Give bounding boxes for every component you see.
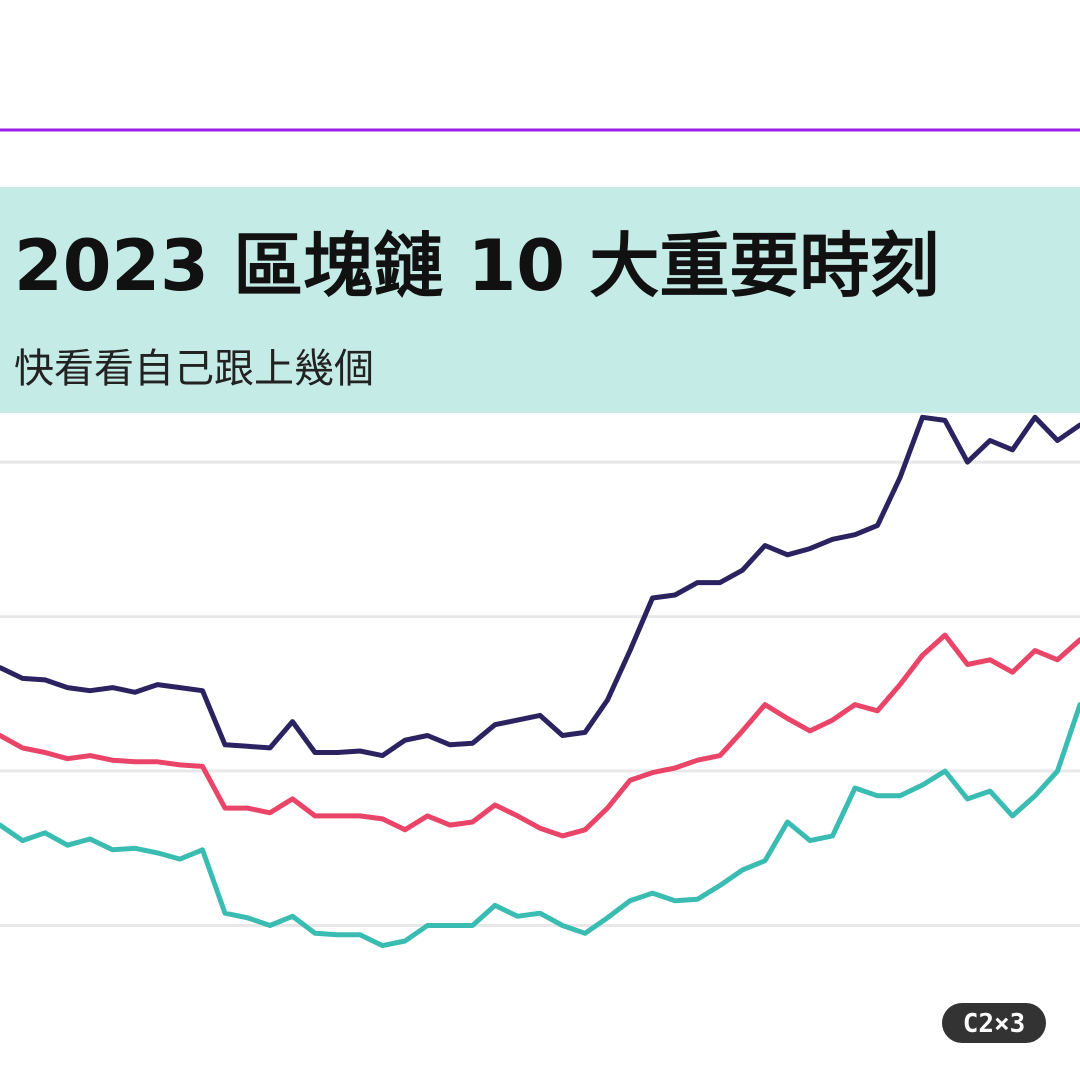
chart-title: 2023 區塊鏈 10 大重要時刻 <box>14 225 939 307</box>
plot <box>0 414 1080 949</box>
series-line <box>0 414 1080 759</box>
series-line <box>0 702 1080 949</box>
chart-subtitle: 快看看自己跟上幾個 <box>14 346 374 392</box>
logo-badge <box>942 1003 1046 1043</box>
series-line <box>0 632 1080 839</box>
header-band <box>0 187 1080 413</box>
logo: C2×3 <box>963 1009 1026 1039</box>
